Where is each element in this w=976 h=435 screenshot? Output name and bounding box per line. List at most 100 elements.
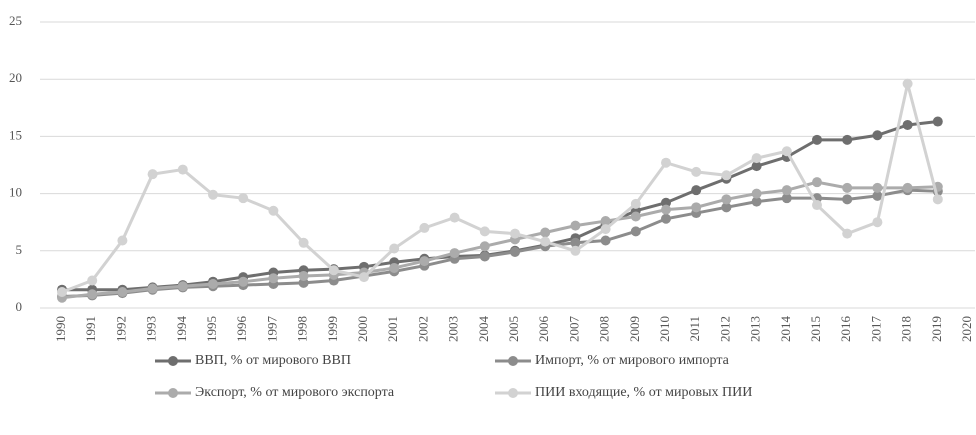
point	[600, 235, 611, 246]
x-tick-label: 2002	[415, 316, 430, 342]
point	[691, 166, 702, 177]
point	[570, 220, 581, 231]
x-tick-label: 2019	[929, 316, 944, 342]
x-tick-label: 2003	[446, 316, 461, 342]
point	[691, 185, 702, 196]
point	[751, 161, 762, 172]
x-tick-label: 2015	[808, 316, 823, 342]
point	[87, 275, 98, 286]
x-tick-label: 2020	[959, 316, 974, 342]
x-tick-label: 2018	[899, 316, 914, 342]
point	[842, 228, 853, 239]
x-tick-label: 1992	[113, 316, 128, 342]
point	[781, 185, 792, 196]
point	[600, 216, 611, 227]
point	[540, 236, 551, 247]
point	[721, 194, 732, 205]
series-line	[61, 83, 940, 294]
point	[479, 241, 490, 252]
legend-label: Экспорт, % от мирового экспорта	[195, 385, 395, 400]
legend-label: Импорт, % от мирового импорта	[535, 353, 730, 368]
legend-marker	[508, 356, 518, 366]
point	[510, 228, 520, 239]
point	[630, 211, 641, 222]
point	[449, 212, 460, 223]
point	[781, 146, 792, 157]
point	[630, 226, 641, 237]
point	[842, 194, 853, 205]
point	[328, 265, 339, 276]
y-tick-label: 10	[9, 185, 22, 200]
point	[510, 246, 520, 257]
point	[238, 276, 249, 287]
point	[812, 200, 822, 211]
point	[479, 226, 490, 237]
x-tick-label: 2005	[506, 316, 521, 342]
point	[268, 205, 279, 216]
legend-marker	[168, 356, 178, 366]
x-tick-label: 1993	[144, 316, 159, 342]
x-tick-label: 1997	[264, 316, 279, 343]
legend-marker	[508, 388, 518, 398]
point	[540, 227, 551, 238]
x-tick-label: 2013	[748, 316, 763, 342]
point	[208, 189, 218, 200]
x-tick-label: 2006	[536, 316, 551, 343]
point	[661, 213, 671, 224]
point	[751, 188, 762, 199]
x-tick-label: 1998	[295, 316, 310, 342]
x-tick-label: 2017	[868, 316, 883, 343]
point	[661, 197, 671, 208]
point	[902, 78, 913, 89]
legend: ВВП, % от мирового ВВП Импорт, % от миров…	[155, 353, 752, 400]
point	[570, 245, 581, 256]
point	[661, 157, 671, 168]
series-line	[61, 188, 938, 299]
x-tick-label: 1990	[53, 316, 68, 342]
point	[57, 286, 67, 297]
legend-label: ВВП, % от мирового ВВП	[195, 353, 351, 368]
point	[238, 193, 249, 204]
point	[812, 177, 822, 188]
point	[147, 169, 158, 180]
point	[570, 237, 581, 248]
point	[751, 196, 762, 207]
point	[177, 281, 188, 292]
point	[932, 194, 943, 205]
x-tick-label: 2011	[687, 316, 702, 342]
point	[872, 130, 883, 141]
point	[781, 193, 792, 204]
series-line	[62, 120, 938, 292]
point	[87, 289, 98, 300]
point	[902, 182, 913, 193]
point	[419, 222, 430, 233]
y-tick-label: 20	[9, 70, 22, 85]
point	[842, 134, 853, 145]
y-tick-label: 25	[9, 13, 22, 28]
x-tick-label: 1994	[174, 316, 189, 343]
x-tick-label: 2001	[385, 316, 400, 342]
point	[691, 202, 702, 213]
legend-marker	[168, 388, 178, 398]
point	[479, 251, 490, 262]
point	[389, 243, 400, 254]
point	[661, 204, 671, 215]
y-tick-label: 15	[9, 127, 22, 142]
point	[147, 283, 158, 294]
point	[721, 202, 732, 213]
point	[902, 119, 913, 130]
point	[842, 182, 853, 193]
point	[419, 256, 430, 267]
point	[298, 270, 309, 281]
x-tick-label: 1995	[204, 316, 219, 342]
y-tick-label: 5	[16, 242, 23, 257]
point	[208, 278, 218, 289]
point	[812, 134, 822, 145]
point	[600, 224, 611, 235]
point	[268, 273, 279, 284]
x-tick-label: 1996	[234, 316, 249, 343]
point	[872, 217, 883, 228]
x-tick-label: 2007	[566, 316, 581, 343]
point	[117, 286, 128, 297]
